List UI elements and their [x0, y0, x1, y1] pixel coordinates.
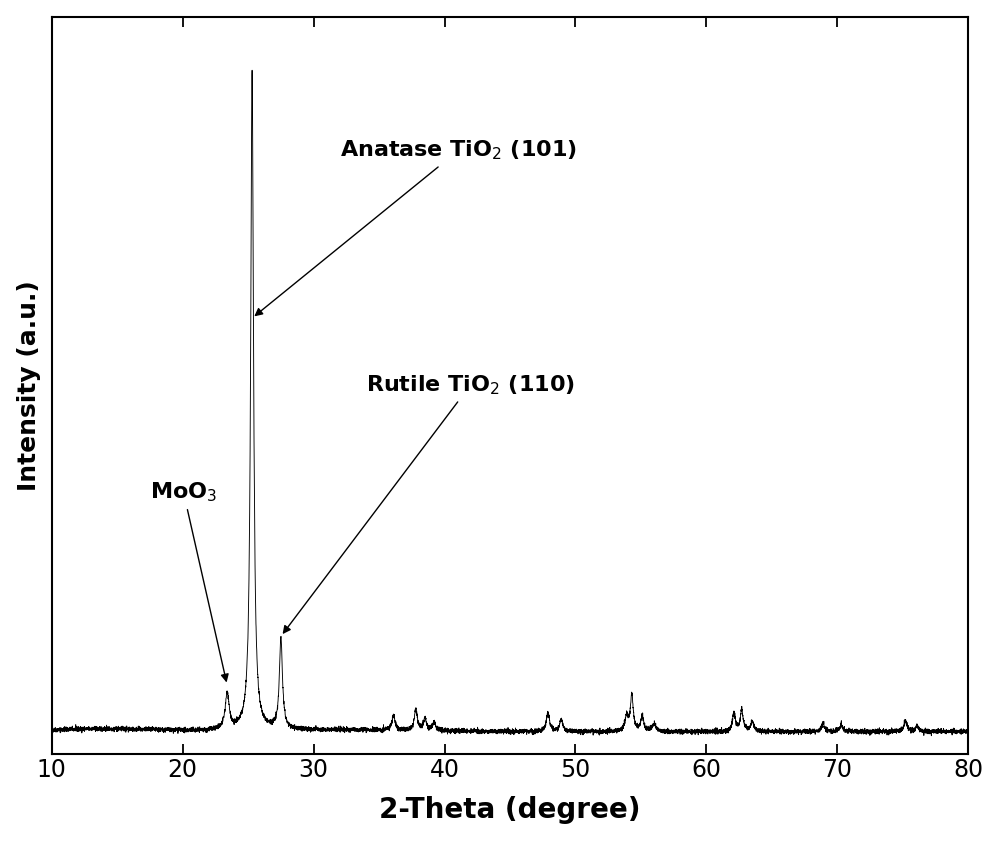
- Text: Rutile TiO$_2$ (110): Rutile TiO$_2$ (110): [284, 373, 575, 633]
- Y-axis label: Intensity (a.u.): Intensity (a.u.): [17, 280, 41, 490]
- Text: Anatase TiO$_2$ (101): Anatase TiO$_2$ (101): [255, 139, 577, 315]
- Text: MoO$_3$: MoO$_3$: [150, 480, 228, 681]
- X-axis label: 2-Theta (degree): 2-Theta (degree): [379, 796, 641, 824]
